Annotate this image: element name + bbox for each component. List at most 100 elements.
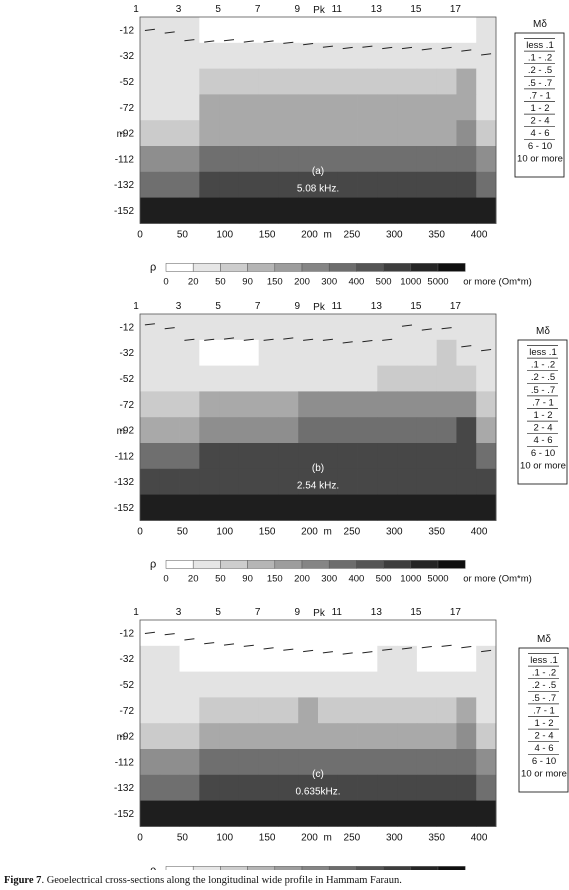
x-tick-label: 300	[386, 526, 403, 537]
profile-dash	[362, 651, 373, 654]
section-cell	[337, 723, 358, 750]
section-cell	[416, 443, 438, 470]
section-cell	[159, 697, 180, 724]
depth-tick-label: -72	[120, 103, 135, 114]
section-cell	[357, 723, 378, 750]
pk-tick-label: 11	[332, 607, 343, 618]
section-cell	[397, 800, 418, 827]
pk-tick-label: 5	[215, 4, 221, 15]
section-cell	[397, 774, 418, 801]
m-legend-item: 2 - 4	[533, 423, 552, 434]
depth-tick-label: -112	[115, 451, 135, 462]
section-cell	[298, 468, 319, 495]
section-cell	[416, 42, 438, 69]
section-cell	[357, 68, 378, 95]
section-cell	[159, 339, 180, 366]
m-legend-item: 4 - 6	[530, 128, 549, 139]
depth-tick-label: -112	[115, 154, 135, 165]
pk-tick-label: 11	[332, 301, 343, 312]
rho-legend-swatch	[410, 263, 439, 272]
section-cell	[377, 171, 398, 198]
section-cell	[456, 365, 477, 392]
figure-caption-text: . Geoelectrical cross-sections along the…	[41, 875, 402, 886]
section-cell	[238, 749, 260, 776]
x-tick-label: 350	[428, 229, 445, 240]
depth-tick-label: -92	[120, 426, 135, 437]
profile-dash	[223, 337, 235, 340]
section-cell	[397, 171, 418, 198]
section-cell	[179, 723, 200, 750]
section-cell	[159, 42, 180, 69]
rho-legend-swatch	[437, 560, 466, 569]
section-cell	[397, 391, 418, 418]
section-cell	[238, 620, 260, 647]
section-cell	[140, 171, 161, 198]
m-legend-item: less .1	[529, 347, 556, 358]
section-cell	[199, 749, 220, 776]
section-frame	[139, 16, 497, 224]
section-cell	[436, 417, 457, 444]
section-cell	[416, 645, 438, 672]
section-cell	[258, 391, 279, 418]
profile-dash	[144, 631, 155, 634]
pk-axis-label: Pk	[313, 302, 326, 313]
section-cell	[179, 645, 200, 672]
x-tick-label: 400	[471, 832, 488, 843]
section-cell	[436, 68, 457, 95]
profile-dash	[441, 327, 452, 330]
section-cell	[278, 365, 299, 392]
pk-axis-label: Pk	[313, 608, 326, 619]
pk-tick-label: 15	[410, 607, 422, 618]
section-cell	[377, 120, 398, 147]
section-cell	[397, 120, 418, 147]
section-cell	[318, 468, 339, 495]
profile-dash	[263, 647, 274, 650]
section-cell	[318, 314, 339, 341]
m-legend-box	[518, 647, 569, 793]
section-cell	[456, 620, 477, 647]
section-cell	[238, 645, 260, 672]
section-cell	[298, 749, 319, 776]
figure-caption: Figure 7. Geoelectrical cross-sections a…	[4, 874, 569, 887]
rho-legend-tick: 0	[163, 573, 168, 584]
m-legend-item: 1 - 2	[530, 103, 549, 114]
section-cell	[377, 774, 398, 801]
m-legend-item: .7 - 1	[532, 397, 554, 408]
section-cell	[258, 314, 279, 341]
section-cell	[199, 645, 220, 672]
pk-tick-label: 9	[294, 607, 300, 618]
section-cell	[357, 314, 378, 341]
rho-legend-tick: 50	[215, 276, 226, 287]
section-cell	[278, 671, 299, 698]
rho-legend-swatch	[437, 866, 466, 870]
section-cell	[140, 68, 161, 95]
section-cell	[238, 146, 260, 173]
section-cell	[456, 671, 477, 698]
section-cell	[159, 800, 180, 827]
pk-tick-label: 3	[176, 607, 182, 618]
section-cell	[179, 146, 200, 173]
profile-dash	[421, 328, 432, 331]
section-cell	[179, 671, 200, 698]
x-tick-label: 50	[177, 526, 189, 537]
section-cell	[258, 723, 279, 750]
rho-legend-swatch	[328, 263, 357, 272]
section-cell	[476, 314, 497, 341]
rho-legend-tick: 0	[163, 276, 168, 287]
section-cell	[436, 723, 457, 750]
section-cell	[219, 94, 240, 121]
x-unit-label: m	[324, 229, 332, 240]
m-legend-item: .7 - 1	[529, 90, 551, 101]
m-legend-box	[517, 339, 568, 485]
section-cell	[258, 468, 279, 495]
section-cell	[337, 620, 358, 647]
m-legend-item: less .1	[526, 40, 553, 51]
section-cell	[298, 645, 319, 672]
section-cell	[199, 339, 220, 366]
profile-dash	[303, 43, 314, 46]
section-cell	[219, 68, 240, 95]
section-cell	[219, 391, 240, 418]
section-cell	[337, 17, 358, 44]
section-cell	[298, 443, 319, 470]
section-cell	[179, 365, 200, 392]
